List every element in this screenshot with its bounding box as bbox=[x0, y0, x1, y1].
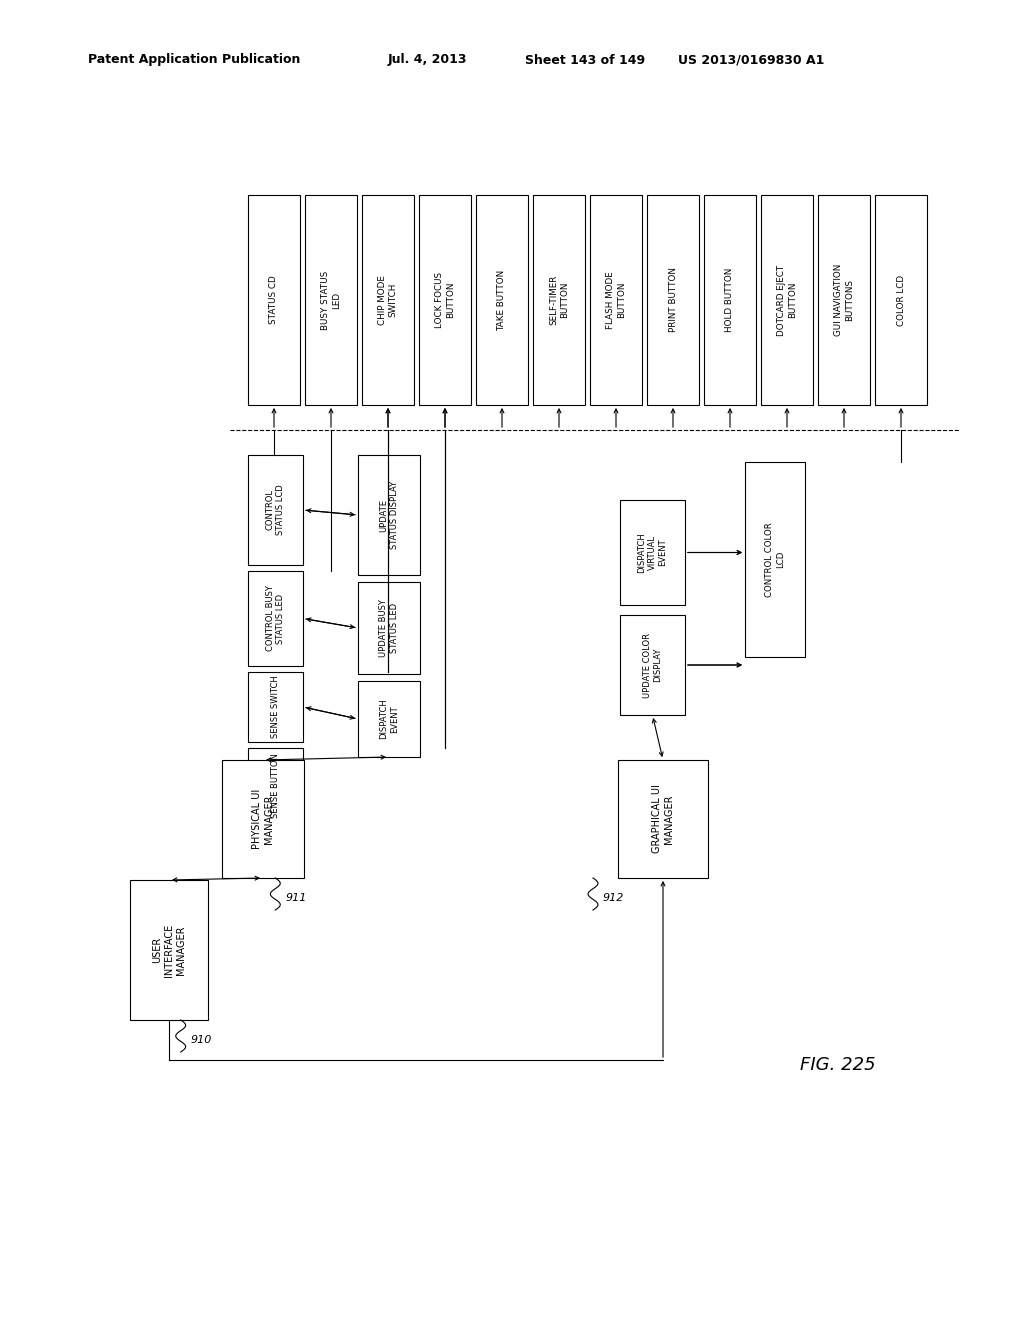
Text: Patent Application Publication: Patent Application Publication bbox=[88, 54, 300, 66]
Text: DOTCARD EJECT
BUTTON: DOTCARD EJECT BUTTON bbox=[777, 264, 797, 335]
Bar bbox=[818, 195, 870, 405]
Text: 912: 912 bbox=[603, 894, 625, 903]
Text: 910: 910 bbox=[190, 1035, 212, 1045]
Bar bbox=[222, 760, 304, 878]
Text: CHIP MODE
SWITCH: CHIP MODE SWITCH bbox=[378, 275, 397, 325]
Bar bbox=[358, 582, 420, 675]
Bar bbox=[590, 195, 642, 405]
Text: STATUS CD: STATUS CD bbox=[269, 276, 279, 325]
Bar bbox=[534, 195, 585, 405]
Bar bbox=[476, 195, 528, 405]
Text: DISPATCH
EVENT: DISPATCH EVENT bbox=[379, 698, 398, 739]
Text: Sheet 143 of 149: Sheet 143 of 149 bbox=[525, 54, 645, 66]
Bar bbox=[248, 748, 303, 822]
Bar bbox=[419, 195, 471, 405]
Text: 911: 911 bbox=[286, 894, 306, 903]
Bar bbox=[358, 681, 420, 756]
Bar bbox=[248, 455, 303, 565]
Text: LOCK FOCUS
BUTTON: LOCK FOCUS BUTTON bbox=[435, 272, 455, 329]
Bar bbox=[248, 572, 303, 667]
Bar bbox=[620, 615, 685, 715]
Text: UPDATE BUSY
STATUS LED: UPDATE BUSY STATUS LED bbox=[379, 599, 398, 657]
Text: PHYSICAL UI
MANAGER: PHYSICAL UI MANAGER bbox=[252, 789, 273, 849]
Text: GUI NAVIGATION
BUTTONS: GUI NAVIGATION BUTTONS bbox=[835, 264, 854, 337]
Text: USER
INTERFACE
MANAGER: USER INTERFACE MANAGER bbox=[153, 924, 185, 977]
Bar bbox=[130, 880, 208, 1020]
Text: HOLD BUTTON: HOLD BUTTON bbox=[725, 268, 734, 333]
Text: SENSE SWITCH: SENSE SWITCH bbox=[271, 676, 280, 738]
Bar bbox=[874, 195, 927, 405]
Bar bbox=[305, 195, 357, 405]
Text: SENSE BUTTON: SENSE BUTTON bbox=[271, 754, 280, 818]
Bar bbox=[705, 195, 756, 405]
Text: CONTROL BUSY
STATUS LED: CONTROL BUSY STATUS LED bbox=[266, 586, 286, 652]
Bar bbox=[362, 195, 414, 405]
Text: CONTROL COLOR
LCD: CONTROL COLOR LCD bbox=[765, 523, 784, 597]
Text: SELF-TIMER
BUTTON: SELF-TIMER BUTTON bbox=[549, 275, 568, 325]
Bar bbox=[358, 455, 420, 576]
Text: COLOR LCD: COLOR LCD bbox=[896, 275, 905, 326]
Bar bbox=[248, 672, 303, 742]
Text: UPDATE COLOR
DISPLAY: UPDATE COLOR DISPLAY bbox=[643, 632, 663, 697]
Text: TAKE BUTTON: TAKE BUTTON bbox=[498, 269, 507, 330]
Bar bbox=[618, 760, 708, 878]
Bar bbox=[745, 462, 805, 657]
Text: DISPATCH
VIRTUAL
EVENT: DISPATCH VIRTUAL EVENT bbox=[638, 532, 668, 573]
Text: PRINT BUTTON: PRINT BUTTON bbox=[669, 268, 678, 333]
Bar bbox=[620, 500, 685, 605]
Bar bbox=[248, 195, 300, 405]
Text: FLASH MODE
BUTTON: FLASH MODE BUTTON bbox=[606, 271, 626, 329]
Text: FIG. 225: FIG. 225 bbox=[800, 1056, 876, 1074]
Text: US 2013/0169830 A1: US 2013/0169830 A1 bbox=[678, 54, 824, 66]
Text: GRAPHICAL UI
MANAGER: GRAPHICAL UI MANAGER bbox=[652, 784, 674, 854]
Text: Jul. 4, 2013: Jul. 4, 2013 bbox=[388, 54, 468, 66]
Text: UPDATE
STATUS DISPLAY: UPDATE STATUS DISPLAY bbox=[379, 480, 398, 549]
Text: BUSY STATUS
LED: BUSY STATUS LED bbox=[322, 271, 341, 330]
Bar bbox=[761, 195, 813, 405]
Text: CONTROL
STATUS LCD: CONTROL STATUS LCD bbox=[266, 484, 286, 536]
Bar bbox=[647, 195, 699, 405]
